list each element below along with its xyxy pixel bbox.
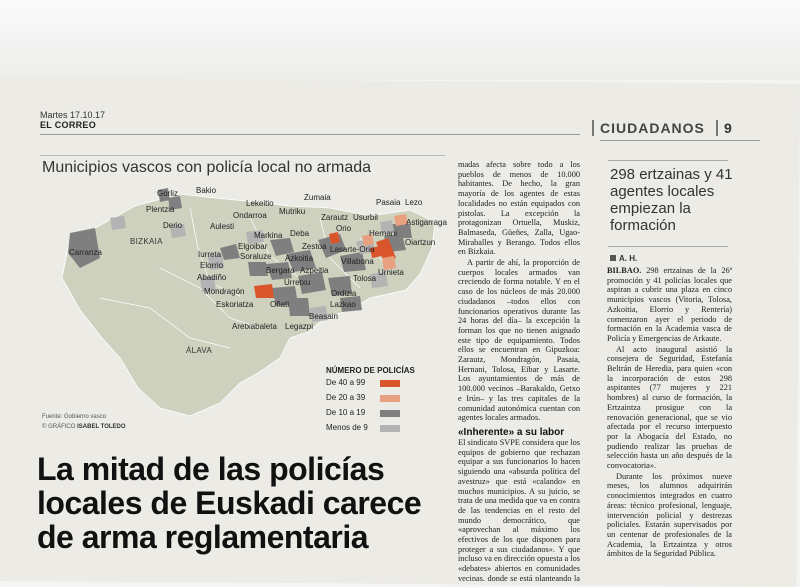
- sidebar-byline: A. H.: [610, 254, 637, 263]
- scan-background: [0, 0, 800, 80]
- basque-country-map: [61, 188, 436, 417]
- map-light-gray-municipalities: [110, 216, 394, 322]
- sidebar-paragraph: Al acto inaugural asistió la consejera d…: [607, 344, 732, 471]
- place-label: Astigarraga: [406, 218, 447, 227]
- place-label: Soraluze: [240, 252, 272, 261]
- place-label: Legazpi: [285, 322, 314, 331]
- legend-title: NÚMERO DE POLICÍAS: [326, 366, 415, 375]
- legend-swatch: [380, 410, 400, 417]
- place-label: Elorrio: [200, 261, 224, 270]
- legend-item-label: De 40 a 99: [326, 378, 366, 387]
- map-source: Fuente: Gobierno vasco: [42, 414, 107, 420]
- place-label: Derio: [163, 221, 183, 230]
- place-label: Hernani: [369, 229, 398, 238]
- sidebar-top-rule: [608, 160, 728, 161]
- map-salmon-municipalities: [362, 214, 408, 270]
- header-rule-left: [40, 134, 580, 135]
- place-label: Abadiño: [197, 273, 227, 282]
- article-paragraph: A partir de ahí, la proporción de cuerpo…: [458, 258, 580, 423]
- sidebar-title: 298 ertzainas y 41 agentes locales empie…: [610, 166, 733, 234]
- legend-item-label: De 20 a 39: [326, 393, 366, 402]
- place-label: Oñati: [270, 300, 290, 309]
- place-label: Deba: [290, 229, 310, 238]
- article-paragraph: madas afecta sobre todo a los pueblos de…: [458, 160, 580, 257]
- place-label: Gorliz: [157, 189, 178, 198]
- place-label: Zumaia: [304, 193, 331, 202]
- map-credit: © GRÁFICO ISABEL TOLEDO: [42, 424, 126, 430]
- legend-item-label: De 10 a 19: [326, 408, 366, 417]
- place-label: Mutriku: [279, 207, 306, 216]
- byline-text: A. H.: [619, 254, 638, 263]
- sidebar-title-rule: [608, 246, 728, 247]
- legend-swatch: [380, 425, 400, 432]
- legend-item: De 10 a 19: [326, 407, 415, 420]
- map-gray-municipalities: [68, 188, 412, 316]
- place-label: Tolosa: [353, 274, 377, 283]
- sidebar-text: 298 ertzainas de la 26ª promoción y 41 p…: [607, 266, 732, 343]
- place-label: Urretxu: [284, 278, 311, 287]
- place-label: Mondragón: [204, 287, 245, 296]
- place-label: Usurbil: [353, 213, 378, 222]
- place-label: Azkoitia: [285, 254, 314, 263]
- credit-label: GRÁFICO: [48, 424, 76, 430]
- map-figure: [40, 178, 450, 423]
- map-title-rule: [40, 155, 445, 156]
- region-label-bizkaia: BIZKAIA: [130, 237, 163, 246]
- place-label: Lasarte-Oria: [330, 245, 375, 254]
- sidebar-column: BILBAO. 298 ertzainas de la 26ª promoció…: [607, 266, 732, 581]
- place-label: Bergara: [266, 266, 295, 275]
- place-label: Zestoa: [302, 242, 327, 251]
- place-label: Aulesti: [210, 222, 235, 231]
- place-label: Eskoriatza: [216, 300, 254, 309]
- map-title: Municipios vascos con policía local no a…: [42, 159, 372, 176]
- place-label: Plentzia: [146, 205, 175, 214]
- legend-item: De 20 a 39: [326, 392, 415, 405]
- sidebar-lead: BILBAO.: [607, 266, 642, 275]
- byline-square-icon: [610, 255, 616, 261]
- sidebar-paragraph: Durante los próximos nueve meses, los al…: [607, 471, 732, 559]
- article-paragraph: El sindicato SVPE considera que los equi…: [458, 437, 580, 581]
- place-label: Oiartzun: [405, 238, 436, 247]
- place-label: Carranza: [69, 248, 102, 257]
- map-interior-borders: [99, 207, 391, 349]
- place-label: Pasaia: [376, 198, 401, 207]
- legend-swatch: [380, 395, 400, 402]
- region-label-alava: ÁLAVA: [186, 346, 213, 355]
- legend-item: Menos de 9: [326, 422, 415, 435]
- place-label: Lekeitio: [246, 199, 274, 208]
- publication-name: EL CORREO: [40, 120, 97, 130]
- place-label: Iurreta: [198, 250, 222, 259]
- article-column: madas afecta sobre todo a los pueblos de…: [458, 160, 580, 581]
- legend-item-label: Menos de 9: [326, 423, 368, 432]
- map-legend: NÚMERO DE POLICÍAS De 40 a 99 De 20 a 39…: [326, 366, 415, 435]
- page-number: 9: [716, 120, 732, 136]
- place-label: Villabona: [341, 257, 374, 266]
- main-headline: La mitad de las policías locales de Eusk…: [37, 451, 422, 555]
- place-label: Beasain: [309, 312, 338, 321]
- place-label: Orio: [336, 224, 352, 233]
- place-label: Aretxabaleta: [232, 322, 277, 331]
- place-label: Lezo: [405, 198, 423, 207]
- map-orange-municipalities: [254, 232, 396, 298]
- sidebar-paragraph: BILBAO. 298 ertzainas de la 26ª promoció…: [607, 266, 732, 344]
- place-label: Azpeitia: [300, 266, 329, 275]
- article-subhead: «Inherente» a su labor: [458, 426, 565, 438]
- place-label: Ondarroa: [233, 211, 267, 220]
- section-name: CIUDADANOS: [592, 120, 705, 136]
- place-label: Ordizia: [331, 289, 357, 298]
- place-label: Urnieta: [378, 268, 404, 277]
- credit-name: ISABEL TOLEDO: [77, 424, 126, 430]
- place-label: Lazkao: [330, 300, 356, 309]
- legend-swatch: [380, 380, 400, 387]
- place-label: Markina: [254, 231, 283, 240]
- issue-date: Martes 17.10.17: [40, 110, 106, 120]
- place-label: Zarautz: [321, 213, 349, 222]
- place-label: Elgoibar: [238, 242, 268, 251]
- header-rule-right: [600, 140, 760, 141]
- place-label: Bakio: [196, 186, 217, 195]
- legend-item: De 40 a 99: [326, 377, 415, 390]
